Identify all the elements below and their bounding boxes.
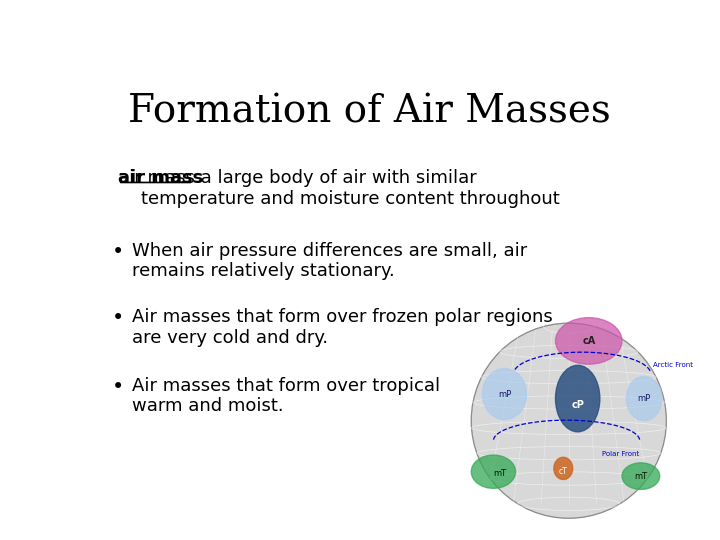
Ellipse shape <box>472 455 516 488</box>
Text: Air masses that form over frozen polar regions
are very cold and dry.: Air masses that form over frozen polar r… <box>132 308 553 347</box>
Text: When air pressure differences are small, air
remains relatively stationary.: When air pressure differences are small,… <box>132 241 527 280</box>
Ellipse shape <box>556 318 622 364</box>
Text: mP: mP <box>637 394 651 403</box>
Text: mP: mP <box>498 390 511 399</box>
Ellipse shape <box>554 457 572 480</box>
Ellipse shape <box>556 365 600 432</box>
Ellipse shape <box>482 369 526 420</box>
Text: cP: cP <box>571 400 584 410</box>
Text: Polar Front: Polar Front <box>602 451 639 457</box>
Text: •: • <box>112 377 125 397</box>
Text: •: • <box>112 241 125 261</box>
Text: Formation of Air Masses: Formation of Air Masses <box>127 94 611 131</box>
Text: air mass a large body of air with similar
    temperature and moisture content t: air mass a large body of air with simila… <box>118 168 559 207</box>
Text: •: • <box>112 308 125 328</box>
Text: mT: mT <box>493 469 507 478</box>
Text: cA: cA <box>582 336 595 346</box>
Text: Air masses that form over tropical
warm and moist.: Air masses that form over tropical warm … <box>132 377 440 415</box>
Text: Arctic Front: Arctic Front <box>653 362 693 368</box>
Ellipse shape <box>622 463 660 489</box>
Ellipse shape <box>626 376 662 421</box>
Circle shape <box>472 323 666 518</box>
Text: cT: cT <box>559 467 567 476</box>
Text: mT: mT <box>634 471 647 481</box>
Text: air mass: air mass <box>118 168 203 187</box>
